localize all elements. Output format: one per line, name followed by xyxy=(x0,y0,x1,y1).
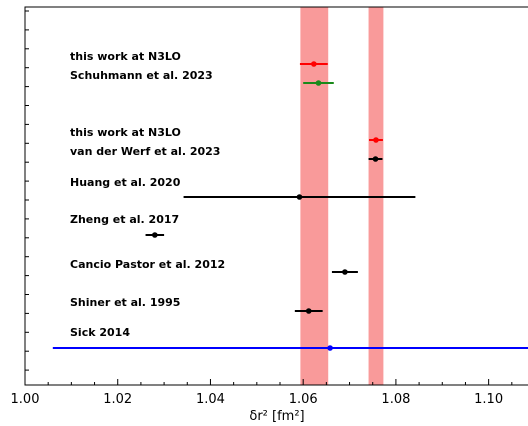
data-point xyxy=(327,345,333,351)
point-label: Sick 2014 xyxy=(70,326,130,339)
x-axis-title: δr² [fm²] xyxy=(249,409,304,424)
data-point xyxy=(305,308,312,314)
data-point xyxy=(311,61,317,67)
data-point xyxy=(342,269,348,275)
point-label: this work at N3LO xyxy=(70,126,181,139)
data-point xyxy=(152,232,158,238)
data-point xyxy=(373,137,379,143)
x-tick-label: 1.02 xyxy=(103,392,132,407)
data-point xyxy=(315,80,322,86)
data-point xyxy=(372,156,379,162)
x-tick-label: 1.08 xyxy=(381,392,410,407)
point-label: Zheng et al. 2017 xyxy=(70,213,179,226)
x-tick-label: 1.00 xyxy=(11,392,40,407)
x-tick-label: 1.10 xyxy=(474,392,503,407)
data-point xyxy=(296,194,303,200)
x-tick-label: 1.04 xyxy=(196,392,225,407)
point-label: Schuhmann et al. 2023 xyxy=(70,69,213,82)
x-tick-label: 1.06 xyxy=(289,392,318,407)
data-layer xyxy=(52,61,528,351)
labels-layer: this work at N3LO Schuhmann et al. 2023 th… xyxy=(70,50,225,339)
point-label: Huang et al. 2020 xyxy=(70,176,181,189)
point-label: Cancio Pastor et al. 2012 xyxy=(70,258,225,271)
point-label: van der Werf et al. 2023 xyxy=(70,145,220,158)
y-minor-ticks xyxy=(25,10,29,371)
point-label: Shiner et al. 1995 xyxy=(70,296,180,309)
x-axis-ticks: 1.00 1.02 1.04 1.06 1.08 1.10 xyxy=(11,379,513,407)
point-label: this work at N3LO xyxy=(70,50,181,63)
